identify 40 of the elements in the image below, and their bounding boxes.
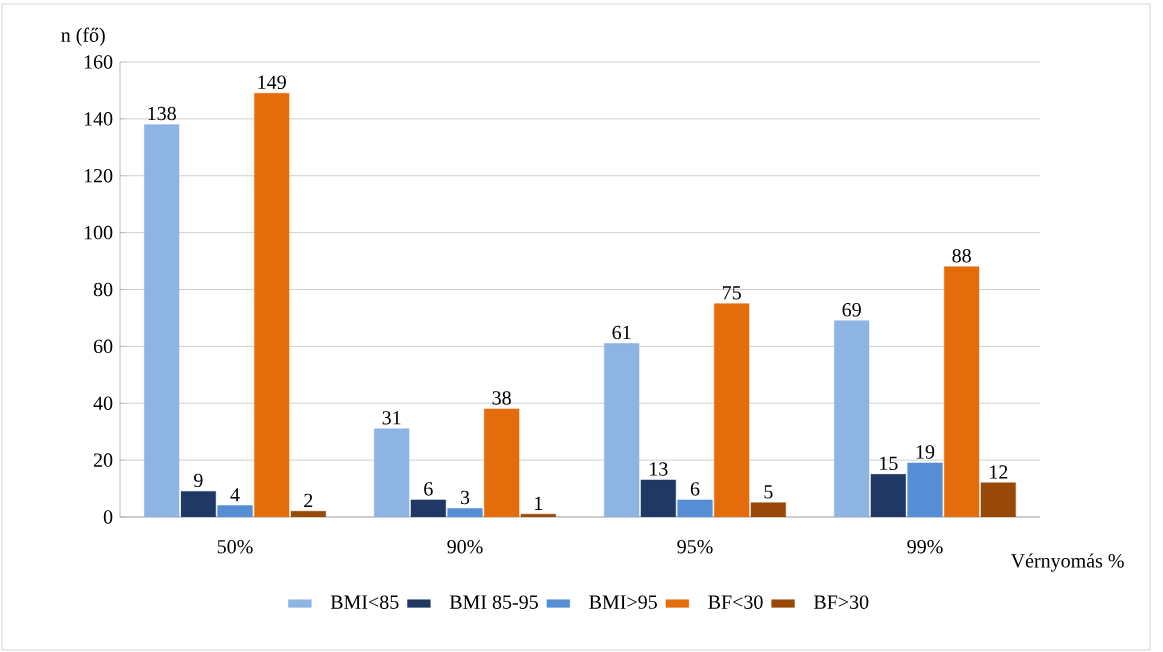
data-label: 38 xyxy=(492,391,511,405)
x-tick-label: 50% xyxy=(217,539,253,554)
x-tick-label: 90% xyxy=(447,539,483,554)
y-tick-label: 20 xyxy=(93,453,113,467)
y-tick-label: 60 xyxy=(93,339,113,354)
y-tick-label: 80 xyxy=(93,282,113,297)
y-tick-label: 160 xyxy=(84,55,113,69)
legend-label: BF>30 xyxy=(813,595,869,609)
data-label: 1 xyxy=(535,496,543,510)
x-tick-label: 99% xyxy=(907,539,943,554)
data-label: 61 xyxy=(612,325,631,340)
data-label: 15 xyxy=(880,456,898,471)
data-label: 75 xyxy=(722,286,741,300)
legend-label: BMI<85 xyxy=(330,595,399,609)
data-label: 138 xyxy=(148,106,176,121)
y-tick-label: 40 xyxy=(93,396,113,410)
data-label: 31 xyxy=(382,411,401,425)
x-axis-title: Vérnyomás % xyxy=(1010,553,1124,572)
data-label: 19 xyxy=(916,445,935,459)
data-label: 12 xyxy=(990,465,1008,479)
data-label: 69 xyxy=(842,303,861,317)
data-label: 6 xyxy=(690,482,700,496)
legend-label: BF<30 xyxy=(708,595,763,609)
y-axis-title: n (fő) xyxy=(61,27,105,46)
data-label: 9 xyxy=(193,473,203,488)
y-tick-label: 0 xyxy=(103,510,113,524)
y-tick-label: 100 xyxy=(84,225,113,240)
legend-label: BMI>95 xyxy=(589,595,657,609)
y-tick-label: 120 xyxy=(84,168,113,183)
legend-label: BMI 85-95 xyxy=(449,595,538,609)
y-tick-label: 140 xyxy=(84,112,113,126)
data-label: 6 xyxy=(424,482,433,496)
data-label: 88 xyxy=(952,248,971,263)
data-label: 2 xyxy=(304,493,313,508)
data-label: 4 xyxy=(230,488,240,502)
data-label: 149 xyxy=(258,75,286,89)
data-label: 5 xyxy=(764,485,773,499)
data-label: 3 xyxy=(460,490,470,505)
x-tick-label: 95% xyxy=(677,539,713,554)
data-label: 13 xyxy=(650,462,668,476)
